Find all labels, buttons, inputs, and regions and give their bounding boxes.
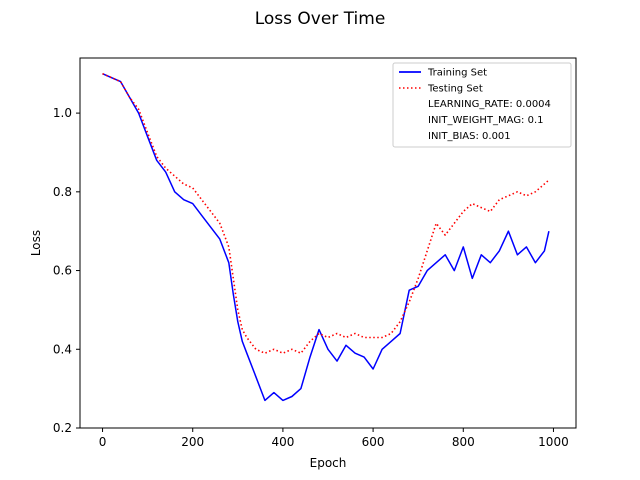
y-axis: 0.2 0.4 0.6 0.8 1.0: [53, 106, 80, 435]
x-tick-label: 400: [271, 435, 294, 449]
y-tick-label: 0.2: [53, 421, 72, 435]
x-tick-label: 0: [99, 435, 107, 449]
series-layer: [102, 72, 550, 402]
x-tick-label: 600: [362, 435, 385, 449]
legend-label-training: Training Set: [427, 68, 487, 79]
legend-label-testing: Testing Set: [427, 84, 483, 95]
plot-area: [79, 57, 577, 429]
chart-title: Loss Over Time: [255, 9, 386, 29]
y-tick-label: 1.0: [53, 106, 72, 120]
y-axis-label: Loss: [29, 230, 43, 256]
legend-box: [392, 62, 572, 148]
legend-note-init-weight-mag: INIT_WEIGHT_MAG: 0.1: [428, 115, 544, 126]
legend-note-init-bias: INIT_BIAS: 0.001: [428, 131, 511, 142]
x-axis-label: Epoch: [310, 456, 347, 470]
legend: Training Set Testing Set LEARNING_RATE: …: [392, 62, 572, 148]
legend-note-learning-rate: LEARNING_RATE: 0.0004: [428, 99, 551, 110]
y-tick-label: 0.8: [53, 185, 72, 199]
series-line-training: [102, 73, 550, 402]
x-tick-label: 800: [452, 435, 475, 449]
y-tick-label: 0.4: [53, 342, 72, 356]
x-tick-label: 200: [181, 435, 204, 449]
x-tick-label: 1000: [538, 435, 569, 449]
x-axis: 0 200 400 600 800 1000: [99, 428, 569, 449]
y-tick-label: 0.6: [53, 264, 72, 278]
